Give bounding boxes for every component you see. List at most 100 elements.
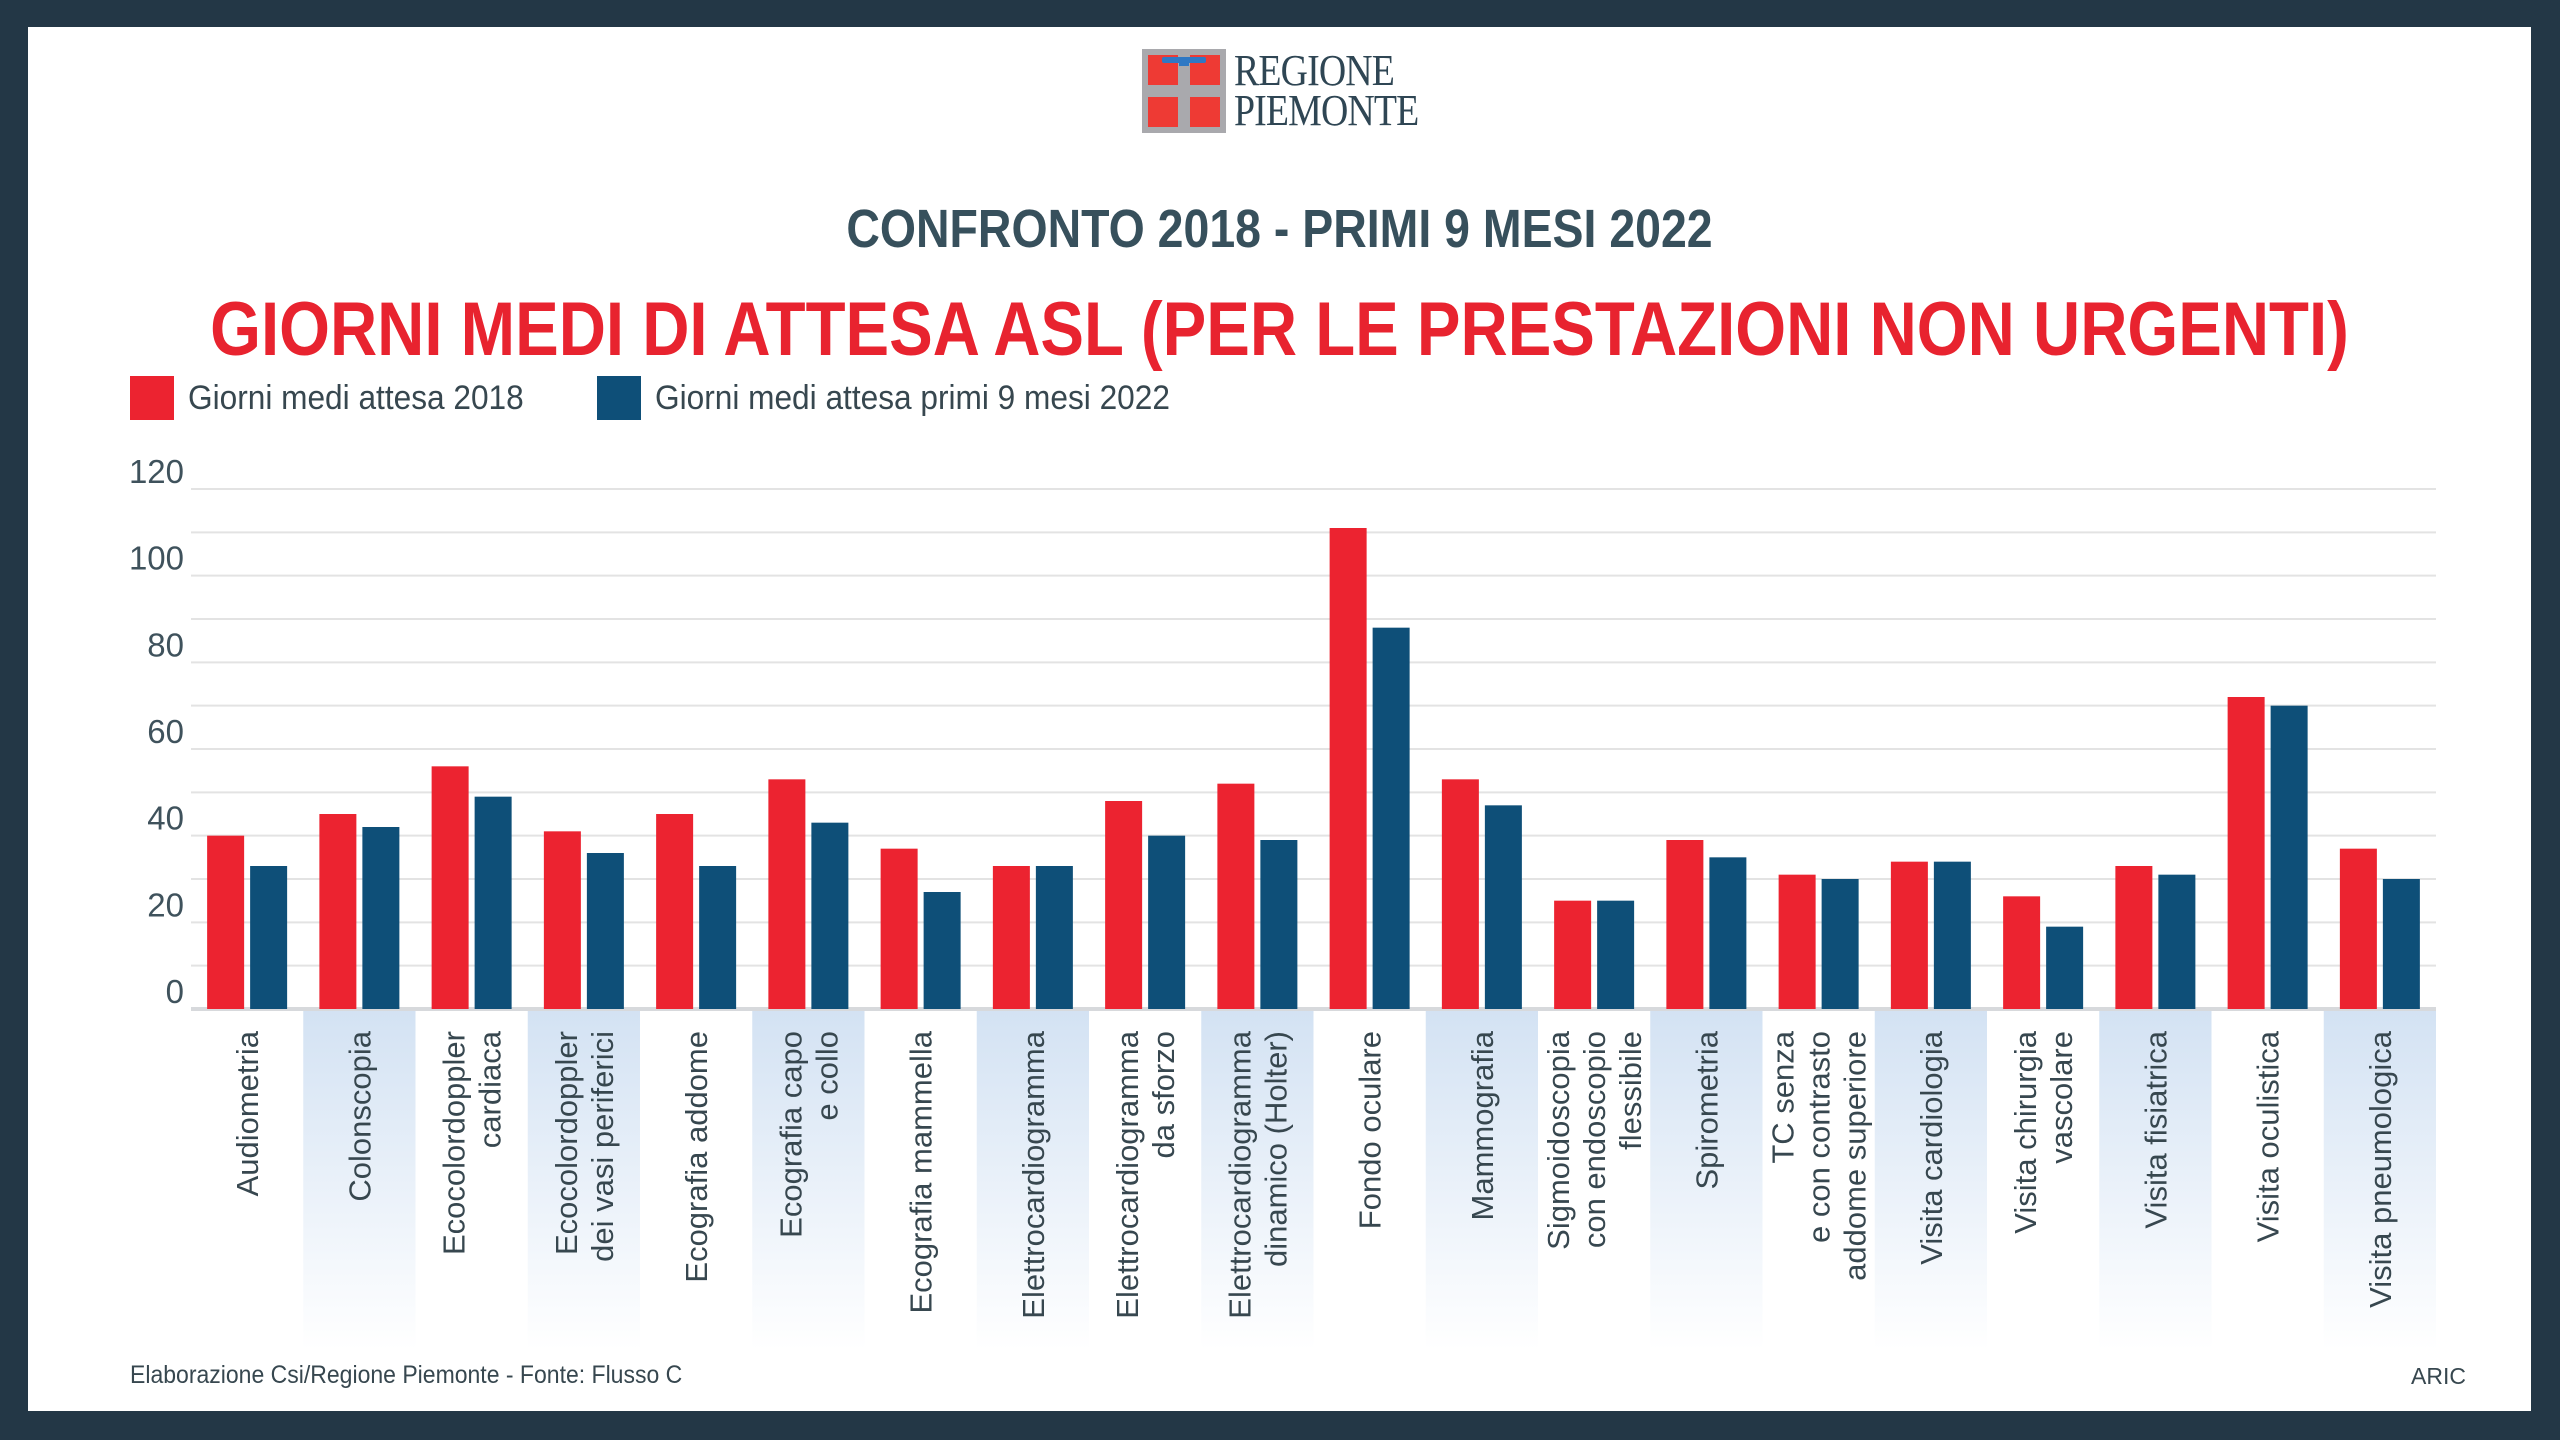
x-tick-label-line: addome superiore [1838, 1031, 1873, 1281]
bar-2018 [768, 779, 806, 1009]
category-bands [303, 1009, 2436, 1350]
x-tick-label-line: Ecografia mammella [904, 1030, 939, 1313]
bar-2018 [880, 848, 918, 1009]
bar-2022 [250, 866, 288, 1009]
bar-2018 [1217, 783, 1255, 1009]
category-band [752, 1009, 865, 1350]
x-tick-label-line: Elettrocardiogramma [1222, 1030, 1257, 1318]
legend-label-2022: Giorni medi attesa primi 9 mesi 2022 [654, 378, 1170, 417]
legend-item-2018: Giorni medi attesa 2018 [130, 376, 549, 420]
x-tick-label-line: Elettrocardiogramma [1016, 1030, 1051, 1318]
x-tick-label-line: Visita oculistica [2251, 1030, 2286, 1242]
x-tick-label-line: cardiaca [473, 1030, 508, 1148]
bar-2018 [1329, 528, 1367, 1009]
x-axis: Audiometria Colonscopia Ecocolordoppler car… [230, 1030, 2398, 1318]
bar-2018 [207, 835, 245, 1009]
category-band [2099, 1009, 2212, 1350]
bar-2022 [923, 892, 961, 1009]
x-tick-label: Visita oculistica [2251, 1030, 2286, 1242]
bar-2022 [1148, 835, 1186, 1009]
x-tick-label: Ecocolordoppler cardiaca [437, 1030, 508, 1255]
bar-2022 [586, 853, 624, 1009]
x-tick-label-line: TC senza [1766, 1030, 1801, 1163]
bars [207, 528, 2420, 1009]
bar-2022 [1260, 840, 1298, 1009]
x-tick-label-line: Visita fisiatrica [2138, 1030, 2173, 1228]
bar-2022 [2270, 705, 2308, 1009]
y-tick-label: 100 [129, 540, 184, 577]
bar-2018 [2003, 896, 2041, 1009]
bar-2022 [2046, 926, 2084, 1009]
y-tick-label: 20 [147, 886, 184, 923]
bar-2018 [656, 814, 694, 1009]
bar-2018 [2227, 697, 2265, 1009]
regione-piemonte-logo: REGIONE PIEMONTE [1142, 48, 1448, 134]
y-tick-label: 40 [147, 800, 184, 837]
category-band [976, 1009, 1089, 1350]
bar-2022 [362, 827, 400, 1009]
category-band [527, 1009, 640, 1350]
x-tick-label-line: con endoscopio [1577, 1031, 1612, 1248]
x-tick-label: Elettrocardiogramma dinamico (Holter) [1222, 1030, 1293, 1318]
bar-2018 [992, 866, 1030, 1009]
bar-2022 [699, 866, 737, 1009]
bar-2018 [2115, 866, 2153, 1009]
bar-2022 [1821, 879, 1859, 1009]
bar-2018 [1666, 840, 1704, 1009]
x-tick-label-line: da sforzo [1146, 1031, 1181, 1159]
bar-2022 [1372, 627, 1410, 1009]
category-band [1650, 1009, 1763, 1350]
bar-2018 [543, 831, 581, 1009]
x-tick-label-line: Visita pneumologica [2363, 1030, 2398, 1308]
x-tick-label: Sigmoidoscopia con endoscopio flessibile [1541, 1030, 1648, 1250]
x-tick-label: Spirometria [1689, 1030, 1724, 1189]
bar-2022 [1035, 866, 1073, 1009]
bar-2018 [1890, 861, 1928, 1009]
bar-2022 [1484, 805, 1522, 1009]
x-tick-label-line: Visita chirurgia [2008, 1030, 2043, 1234]
legend-item-2022: Giorni medi attesa primi 9 mesi 2022 [596, 376, 1209, 420]
category-band [303, 1009, 416, 1350]
x-tick-label: Ecografia mammella [904, 1030, 939, 1313]
x-tick-label-line: Ecografia addome [679, 1031, 714, 1283]
x-tick-label: Audiometria [230, 1030, 265, 1196]
credit-note: ARIC [2411, 1363, 2466, 1389]
x-tick-label: Ecocolordoppler dei vasi periferici [549, 1031, 620, 1262]
bar-2022 [1597, 900, 1635, 1009]
x-tick-label-line: dinamico (Holter) [1258, 1031, 1293, 1267]
bar-2018 [1554, 900, 1592, 1009]
legend-label-2018: Giorni medi attesa 2018 [188, 378, 524, 417]
source-note: Elaborazione Csi/Regione Piemonte - Font… [130, 1361, 683, 1389]
gridlines [191, 488, 2436, 1011]
legend-swatch-2022 [596, 376, 641, 420]
x-tick-label-line: Audiometria [230, 1030, 265, 1196]
x-tick-label-line: e collo [809, 1031, 844, 1121]
y-tick-label: 60 [147, 713, 184, 750]
bar-2022 [2158, 874, 2196, 1009]
bar-2022 [1709, 857, 1747, 1009]
legend-swatch-2018 [130, 376, 174, 420]
logo-line-1: REGIONE [1234, 46, 1395, 95]
x-tick-label-line: flessibile [1613, 1031, 1648, 1150]
y-axis: 0 20 40 60 80 100 120 [129, 453, 184, 1010]
y-tick-label: 0 [166, 973, 184, 1010]
bar-2018 [2339, 848, 2377, 1009]
x-tick-label: Mammografia [1465, 1030, 1500, 1220]
x-tick-label: Visita chirurgia vascolare [2008, 1030, 2079, 1234]
x-tick-label: Visita fisiatrica [2138, 1030, 2173, 1228]
bar-2022 [811, 822, 849, 1009]
x-tick-label-line: Ecocolordoppler [549, 1031, 584, 1255]
bar-2018 [1778, 874, 1816, 1009]
chart-title: GIORNI MEDI DI ATTESA ASL (PER LE PRESTA… [210, 287, 2349, 372]
x-tick-label: Elettrocardiogramma da sforzo [1110, 1030, 1181, 1318]
x-tick-label-line: Visita cardiologia [1914, 1030, 1949, 1265]
bar-2022 [474, 796, 512, 1009]
x-tick-label: Colonscopia [342, 1030, 377, 1201]
bar-2018 [431, 766, 469, 1009]
bar-2018 [1105, 801, 1143, 1009]
logo-line-2: PIEMONTE [1234, 86, 1419, 135]
chart-legend: Giorni medi attesa 2018 Giorni medi atte… [130, 376, 1257, 420]
x-tick-label-line: Ecografia capo [773, 1031, 808, 1238]
x-tick-label-line: Mammografia [1465, 1030, 1500, 1220]
